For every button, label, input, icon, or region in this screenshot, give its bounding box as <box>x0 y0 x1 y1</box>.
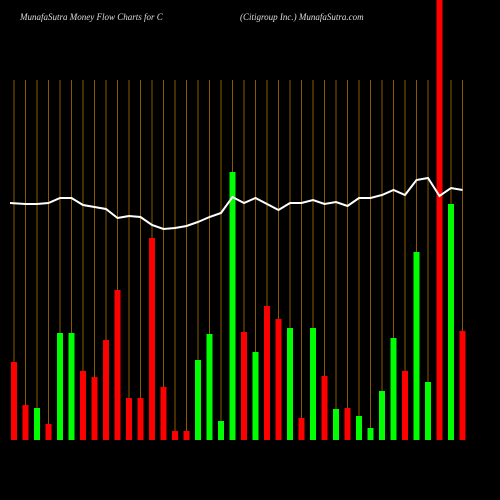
bar <box>229 172 236 440</box>
bar <box>91 377 98 440</box>
bar <box>103 340 109 440</box>
bar <box>413 252 420 440</box>
bar <box>218 421 224 440</box>
bar <box>241 332 247 440</box>
bar <box>344 408 351 440</box>
bar <box>172 431 178 440</box>
bar <box>333 409 339 440</box>
chart-subtitle: (Citigroup Inc.) MunafaSutra.com <box>240 12 364 22</box>
bar <box>310 328 316 440</box>
bar <box>137 398 144 440</box>
bar <box>68 333 75 440</box>
bar <box>402 371 408 440</box>
bar <box>436 0 443 440</box>
bar <box>356 416 362 440</box>
bar <box>448 204 454 440</box>
bar <box>252 352 259 440</box>
bar <box>321 376 328 440</box>
bar <box>22 405 29 440</box>
bar <box>195 360 201 440</box>
bar <box>298 418 305 440</box>
bar <box>45 424 52 440</box>
bar <box>390 338 397 440</box>
bar <box>459 331 466 440</box>
bar <box>34 408 40 440</box>
bar <box>114 290 121 440</box>
price-line <box>9 176 463 231</box>
bar <box>160 387 167 440</box>
bar <box>80 371 86 440</box>
bar <box>183 431 190 440</box>
bar <box>126 398 132 440</box>
bar <box>367 428 374 440</box>
bar <box>11 362 17 440</box>
bar <box>287 328 293 440</box>
bar <box>149 238 155 440</box>
bar <box>379 391 385 440</box>
bar <box>425 382 431 440</box>
bar <box>206 334 213 440</box>
bar <box>57 333 63 440</box>
chart-title: MunafaSutra Money Flow Charts for C <box>19 12 164 22</box>
bar <box>275 319 282 440</box>
bar <box>264 306 270 440</box>
